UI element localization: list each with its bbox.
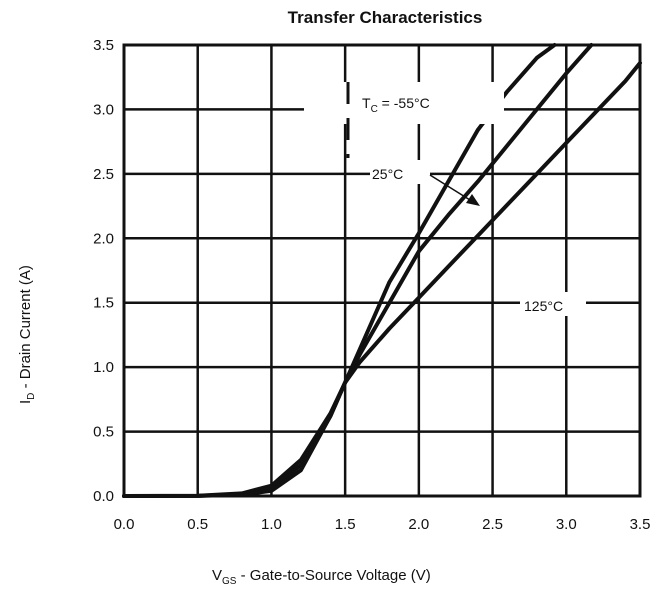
mid-temp-annotation: 25°C — [372, 166, 403, 182]
hot-temp-annotation: 125°C — [524, 298, 563, 314]
x-tick-label: 2.0 — [408, 516, 429, 533]
x-axis-label-main: V — [212, 567, 222, 584]
series-line-125c — [122, 61, 642, 498]
y-axis-label: ID - Drain Current (A) — [17, 265, 37, 404]
x-tick-label: 3.0 — [556, 516, 577, 533]
x-tick-label: 2.5 — [482, 516, 503, 533]
x-tick-label: 3.5 — [630, 516, 651, 533]
x-axis-label: VGS - Gate-to-Source Voltage (V) — [212, 567, 431, 587]
y-tick-label: 3.5 — [93, 37, 114, 54]
annotation-arrow-head — [466, 194, 480, 206]
mid-label-background — [370, 160, 430, 184]
annotation-arrow-line — [429, 174, 471, 201]
chart-title: Transfer Characteristics — [288, 8, 483, 27]
plot-frame — [122, 43, 642, 498]
x-axis-label-rest: - Gate-to-Source Voltage (V) — [236, 567, 430, 584]
y-axis-label-rest: - Drain Current (A) — [17, 265, 34, 393]
y-tick-label: 1.0 — [93, 359, 114, 376]
y-tick-label: 0.5 — [93, 424, 114, 441]
tc-annotation-main: T — [362, 95, 371, 111]
tc-annotation: TC = -55°C — [362, 95, 430, 115]
y-tick-label: 0.0 — [93, 488, 114, 505]
x-tick-label: 1.0 — [261, 516, 282, 533]
y-axis-label-main: I — [17, 400, 34, 404]
tc-annotation-rest: = -55°C — [378, 95, 430, 111]
y-tick-label: 2.5 — [93, 166, 114, 183]
y-tick-labels: 0.0 0.5 1.0 1.5 2.0 2.5 3.0 3.5 — [93, 37, 114, 505]
hot-label-background — [520, 292, 586, 316]
y-axis-label-sub: D — [26, 393, 37, 400]
tc-annotation-sub: C — [371, 104, 378, 115]
x-tick-label: 1.5 — [335, 516, 356, 533]
x-axis-label-sub: GS — [222, 576, 237, 587]
x-tick-label: 0.5 — [187, 516, 208, 533]
y-tick-label: 3.0 — [93, 101, 114, 118]
y-tick-label: 1.5 — [93, 295, 114, 312]
tc-label-background — [304, 82, 504, 124]
x-tick-label: 0.0 — [114, 516, 135, 533]
y-tick-label: 2.0 — [93, 230, 114, 247]
x-tick-labels: 0.0 0.5 1.0 1.5 2.0 2.5 3.0 3.5 — [114, 516, 651, 533]
